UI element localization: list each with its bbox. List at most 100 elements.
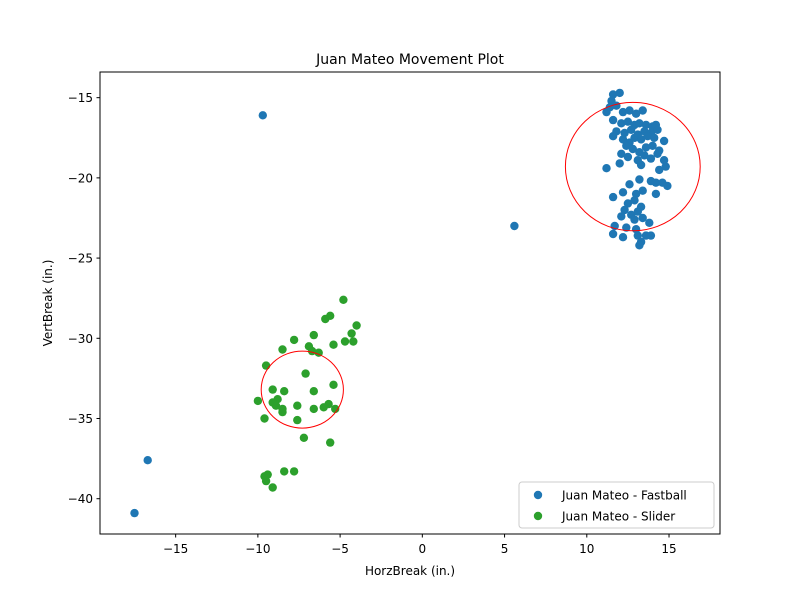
data-point — [617, 212, 626, 221]
data-point — [293, 401, 302, 410]
data-point — [646, 231, 656, 240]
data-point — [636, 135, 646, 144]
data-point — [615, 88, 624, 98]
y-tick-label: −35 — [68, 412, 93, 426]
data-point — [617, 149, 626, 158]
y-tick-label: −30 — [68, 332, 93, 346]
data-point — [643, 132, 652, 141]
data-point — [623, 152, 633, 162]
data-point — [622, 223, 631, 232]
data-point — [329, 340, 338, 349]
data-point — [635, 175, 644, 184]
data-point — [625, 180, 634, 189]
data-point — [349, 337, 358, 346]
x-tick-label: 0 — [419, 542, 427, 556]
data-point — [289, 467, 299, 476]
data-point — [307, 346, 317, 356]
data-point — [630, 196, 639, 205]
data-point — [630, 133, 639, 142]
data-point — [641, 143, 651, 152]
legend: Juan Mateo - Fastball Juan Mateo - Slider — [518, 481, 715, 529]
data-point — [329, 380, 338, 389]
data-point — [631, 189, 641, 199]
data-point — [622, 141, 631, 150]
data-point — [331, 404, 340, 414]
data-point — [635, 119, 644, 128]
data-point — [618, 135, 628, 144]
data-point — [631, 225, 641, 234]
data-point — [253, 396, 263, 406]
data-point — [620, 205, 629, 215]
data-point — [299, 433, 309, 442]
x-tick-label: −5 — [331, 542, 349, 556]
y-axis-label: VertBreak (in.) — [41, 260, 55, 347]
y-tick-label: −25 — [68, 252, 93, 266]
data-point — [608, 192, 618, 202]
data-point — [641, 120, 651, 130]
data-point — [261, 476, 271, 486]
series-slider — [253, 295, 361, 492]
data-point — [645, 218, 654, 227]
legend-label: Juan Mateo - Slider — [561, 510, 675, 524]
data-point — [631, 109, 641, 118]
data-point — [635, 241, 644, 250]
y-tick-label: −15 — [68, 91, 93, 105]
data-point — [625, 106, 634, 115]
data-point — [623, 117, 633, 126]
data-point — [260, 414, 269, 423]
data-point — [651, 178, 661, 187]
data-point — [648, 141, 657, 150]
slider-cluster-circle — [260, 350, 344, 429]
data-point — [655, 165, 664, 175]
data-point — [618, 107, 628, 117]
data-point — [326, 438, 335, 447]
legend-box — [518, 481, 715, 529]
x-tick-label: −10 — [245, 542, 270, 556]
data-point — [602, 107, 611, 117]
data-point — [261, 361, 271, 370]
data-point — [319, 403, 328, 412]
data-point — [627, 125, 636, 134]
x-tick-label: 5 — [501, 542, 509, 556]
y-axis: −40 −35 −30 −25 −20 −15 — [68, 91, 100, 506]
data-point — [638, 106, 647, 115]
data-point — [293, 415, 302, 425]
data-point — [633, 231, 642, 240]
data-point — [608, 115, 618, 125]
fastball-cluster-circle — [564, 101, 701, 232]
legend-label: Juan Mateo - Fastball — [561, 489, 687, 503]
data-point — [143, 456, 152, 465]
data-point — [636, 160, 646, 170]
data-point — [630, 215, 639, 224]
data-point — [620, 128, 629, 138]
data-point — [653, 149, 662, 158]
data-point — [340, 337, 350, 346]
data-point — [618, 233, 628, 242]
data-point — [640, 151, 649, 160]
chart-title: Juan Mateo Movement Plot — [315, 52, 504, 68]
data-point — [650, 133, 659, 142]
data-point — [608, 229, 618, 239]
series-fastball — [130, 88, 672, 518]
data-point — [651, 189, 661, 199]
data-point — [339, 295, 348, 304]
plot-area — [130, 88, 701, 518]
x-tick-label: −15 — [163, 542, 188, 556]
data-point — [615, 159, 624, 168]
data-point — [268, 483, 277, 492]
data-point — [653, 125, 662, 134]
data-point — [280, 467, 289, 476]
x-axis-label: HorzBreak (in.) — [365, 564, 455, 578]
data-point — [309, 404, 318, 414]
data-point — [617, 119, 626, 128]
data-point — [271, 401, 281, 410]
data-point — [618, 188, 628, 197]
data-point — [663, 181, 672, 191]
data-point — [659, 136, 669, 146]
data-point — [258, 111, 267, 120]
data-point — [289, 335, 299, 345]
data-point — [280, 387, 289, 396]
legend-marker — [533, 511, 543, 521]
data-point — [321, 314, 330, 324]
data-point — [623, 199, 633, 208]
